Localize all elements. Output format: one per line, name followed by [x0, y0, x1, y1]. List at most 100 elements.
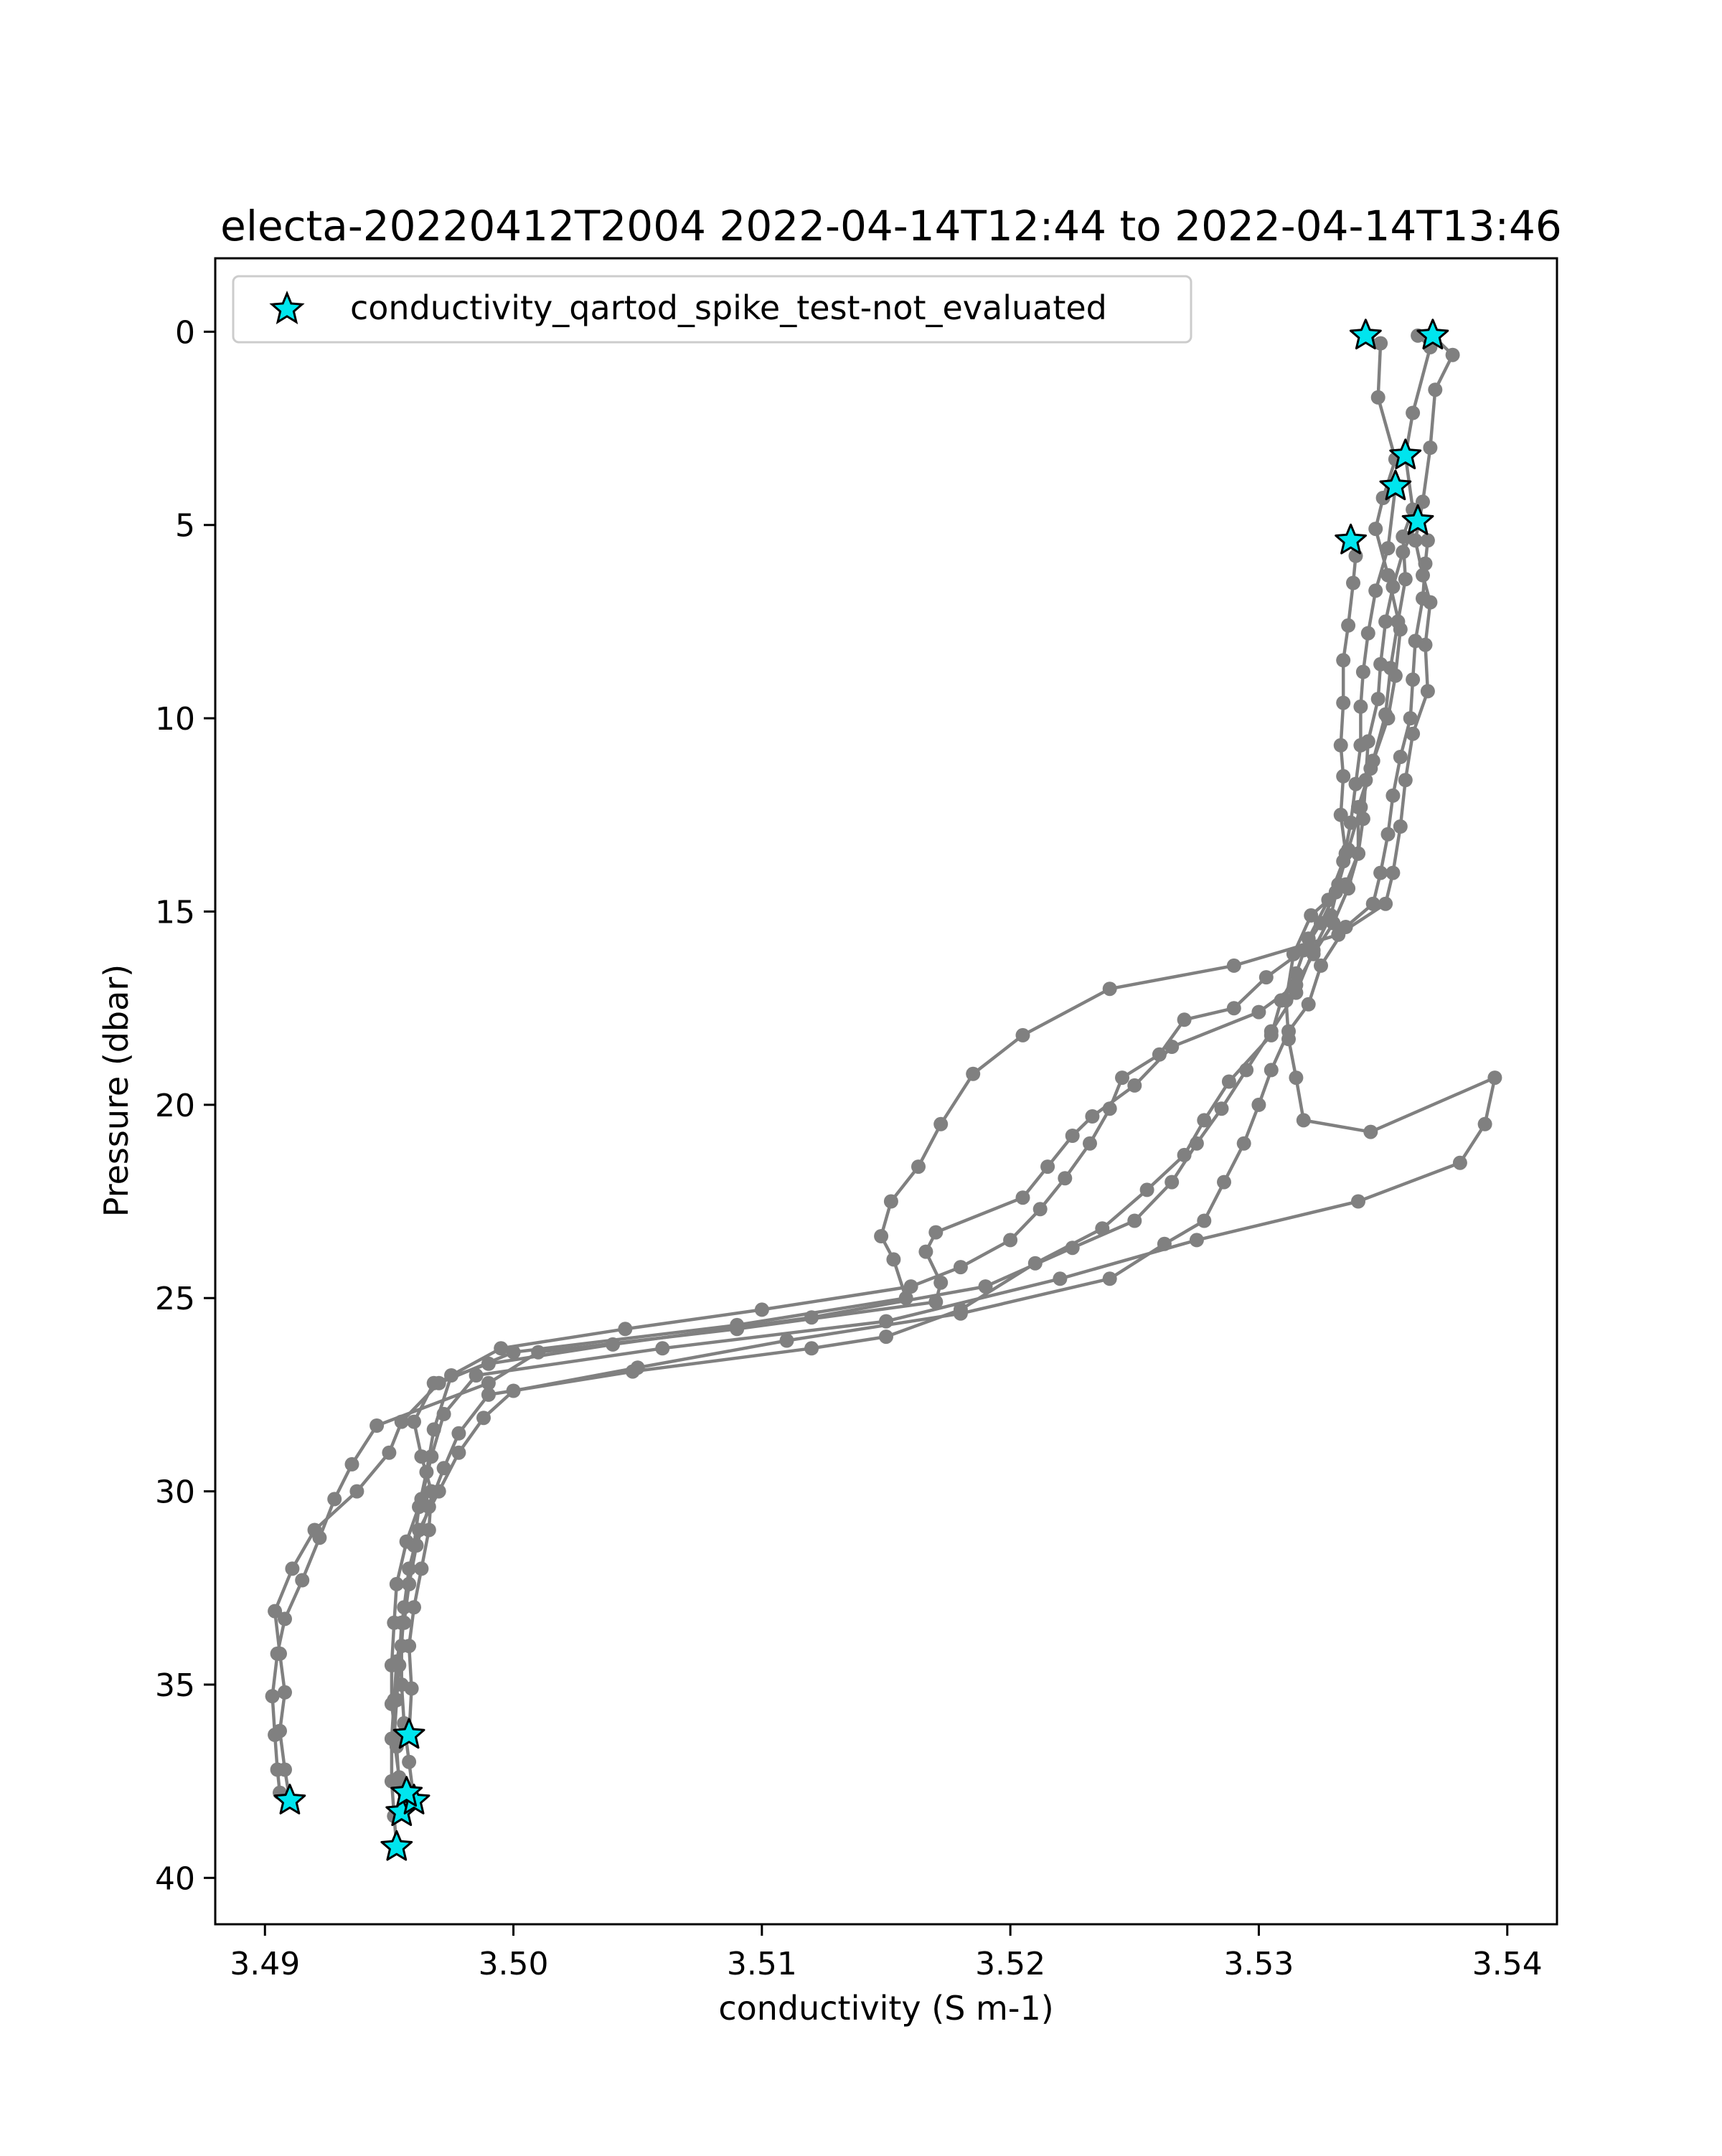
- data-point: [953, 1302, 968, 1317]
- y-tick-label: 0: [175, 314, 195, 351]
- data-point: [1306, 946, 1321, 961]
- data-point: [1396, 545, 1411, 560]
- y-tick-label: 10: [155, 701, 195, 738]
- data-point: [625, 1364, 640, 1379]
- data-point: [1370, 692, 1385, 707]
- data-point: [1368, 522, 1383, 537]
- flag-markers: [273, 319, 1449, 1861]
- data-point: [1058, 1171, 1073, 1186]
- data-point: [409, 1538, 424, 1553]
- data-point: [953, 1260, 968, 1275]
- data-point: [1373, 865, 1388, 880]
- data-point: [1326, 915, 1341, 931]
- data-point: [1304, 908, 1319, 923]
- data-point: [1296, 1113, 1311, 1128]
- data-point: [1428, 382, 1443, 397]
- data-point: [1321, 893, 1336, 908]
- data-point: [1393, 750, 1408, 764]
- data-point: [933, 1275, 949, 1290]
- data-point: [1003, 1233, 1018, 1248]
- data-point: [1351, 1194, 1365, 1209]
- data-point: [349, 1484, 364, 1499]
- legend: conductivity_qartod_spike_test-not_evalu…: [232, 275, 1192, 344]
- legend-label: conductivity_qartod_spike_test-not_evalu…: [350, 288, 1107, 327]
- data-point: [779, 1333, 794, 1348]
- data-point: [883, 1194, 898, 1209]
- data-point: [451, 1445, 466, 1460]
- data-point: [1351, 846, 1365, 861]
- data-point: [1378, 614, 1393, 629]
- data-point: [402, 1754, 417, 1769]
- y-tick-label: 25: [155, 1281, 195, 1317]
- data-point: [265, 1689, 280, 1704]
- data-point: [1403, 711, 1418, 726]
- data-point: [928, 1294, 944, 1309]
- data-point: [874, 1229, 889, 1243]
- data-point: [344, 1456, 359, 1472]
- data-point: [1341, 881, 1356, 896]
- data-point: [1373, 656, 1388, 672]
- data-point: [933, 1116, 949, 1131]
- flag-star-marker: [1379, 469, 1412, 501]
- legend-star-icon: [269, 291, 305, 324]
- data-point: [1095, 1221, 1110, 1236]
- data-point: [1380, 827, 1396, 842]
- data-point: [966, 1066, 981, 1081]
- data-point: [1343, 815, 1358, 830]
- data-point: [903, 1279, 918, 1294]
- data-point: [1226, 1001, 1241, 1016]
- data-point: [1217, 1174, 1231, 1190]
- data-point: [804, 1341, 819, 1356]
- data-point: [898, 1291, 913, 1306]
- flag-star-marker: [1416, 319, 1449, 349]
- data-point: [506, 1345, 521, 1360]
- data-point: [426, 1422, 441, 1437]
- data-point: [421, 1500, 436, 1515]
- data-point: [1373, 336, 1388, 351]
- data-point: [1177, 1147, 1192, 1162]
- data-point: [1355, 664, 1370, 679]
- data-point: [1189, 1233, 1204, 1248]
- flag-star-marker: [1401, 504, 1434, 535]
- data-point: [402, 1576, 417, 1591]
- data-point: [278, 1611, 292, 1627]
- data-point: [911, 1159, 926, 1174]
- data-point: [407, 1600, 421, 1615]
- data-point: [444, 1368, 458, 1383]
- data-point: [1289, 1070, 1304, 1086]
- data-point: [1065, 1129, 1080, 1143]
- data-point: [1420, 684, 1435, 699]
- data-point: [1127, 1213, 1142, 1228]
- data-point: [730, 1322, 745, 1337]
- data-point: [1102, 1271, 1117, 1286]
- data-point: [1391, 614, 1406, 629]
- flag-star-marker: [392, 1718, 425, 1749]
- data-point: [1336, 653, 1351, 668]
- y-tick-label: 30: [155, 1474, 195, 1511]
- data-point: [414, 1449, 429, 1464]
- data-point: [494, 1341, 509, 1356]
- data-point: [1221, 1074, 1236, 1089]
- data-point: [1378, 707, 1393, 722]
- flag-star-marker: [1335, 523, 1367, 555]
- plot-frame: [214, 257, 1558, 1926]
- data-point: [1139, 1182, 1154, 1197]
- data-point: [1477, 1116, 1492, 1131]
- y-tick-label: 35: [155, 1667, 195, 1704]
- data-point: [1040, 1159, 1055, 1174]
- data-point: [1365, 896, 1380, 911]
- data-point: [1420, 533, 1435, 548]
- data-point: [1348, 776, 1363, 791]
- profile-series-4: [265, 514, 1426, 1800]
- data-point: [1370, 390, 1385, 405]
- data-point: [1380, 541, 1396, 556]
- data-point: [1355, 811, 1370, 827]
- data-point: [928, 1225, 944, 1240]
- data-point: [1445, 347, 1460, 362]
- y-tick-label: 40: [155, 1860, 195, 1897]
- data-point: [370, 1418, 385, 1433]
- data-point: [1083, 1136, 1097, 1151]
- data-point: [1368, 583, 1383, 598]
